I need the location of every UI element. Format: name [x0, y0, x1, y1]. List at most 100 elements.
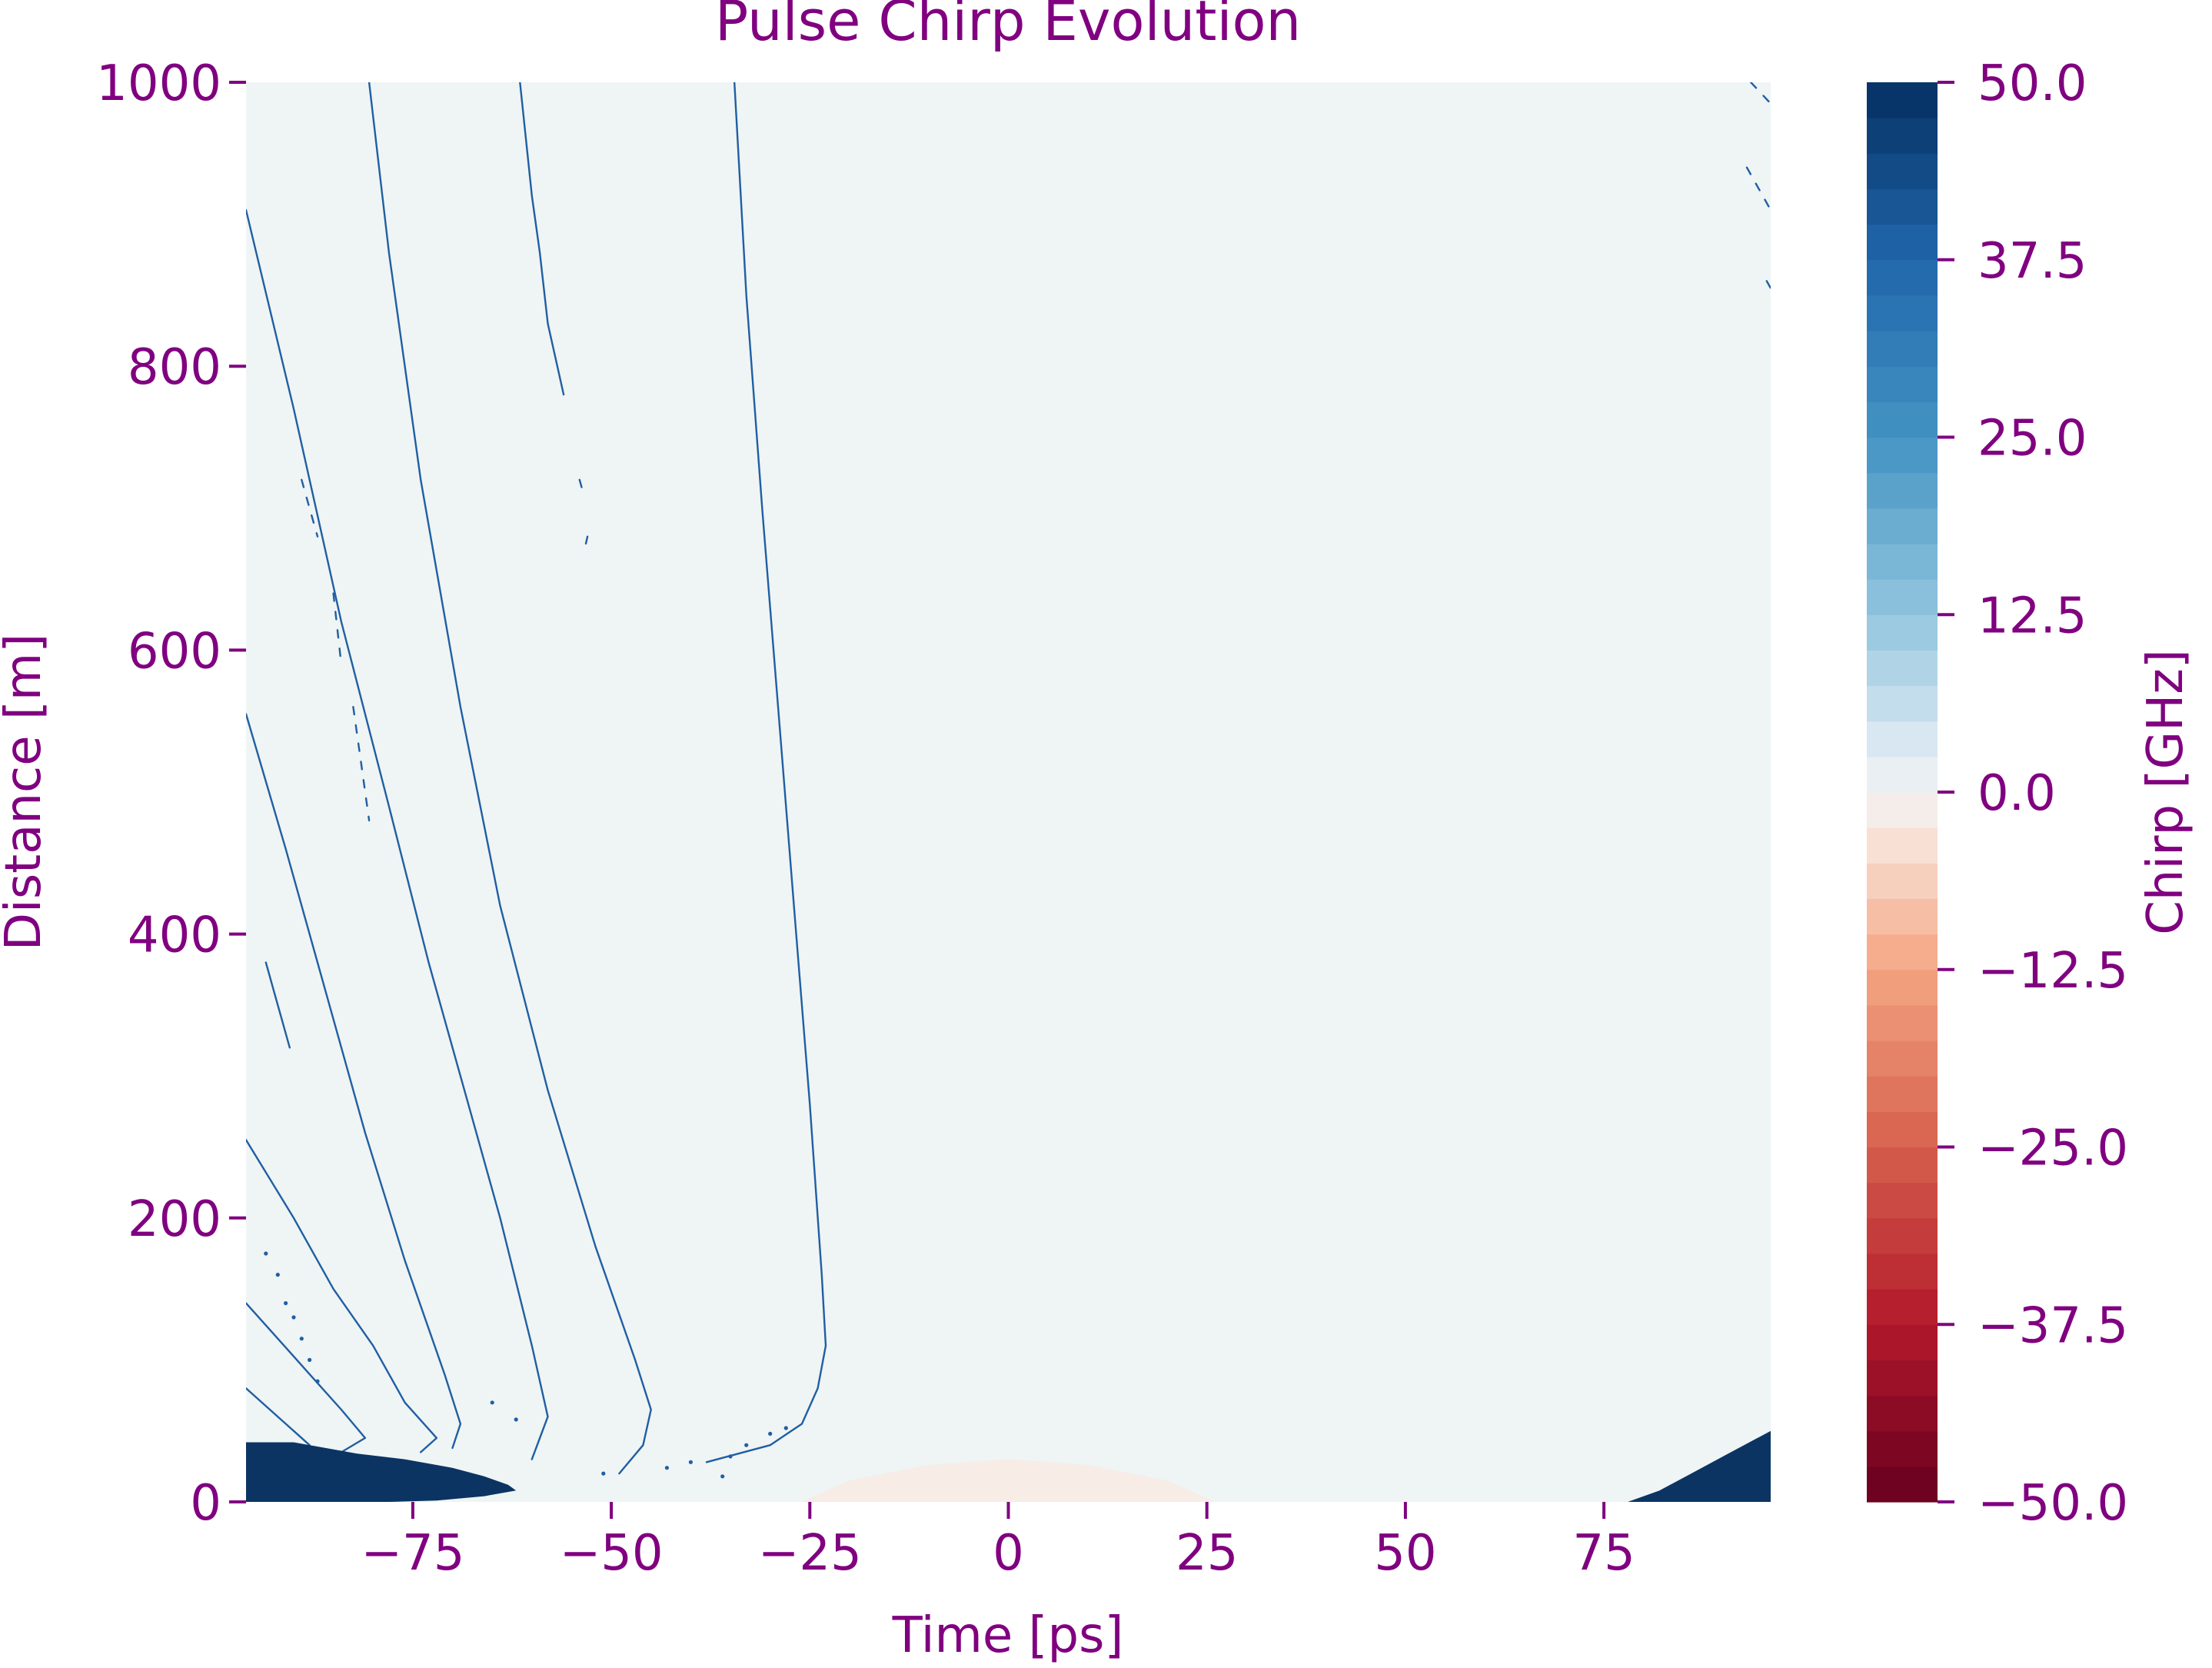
y-tick-label-5: 1000	[96, 55, 221, 112]
axes: −75 −50 −25 0 25 50 75 0 200 400 600 800 1000	[96, 55, 1635, 1582]
colorbar-level-40	[1867, 82, 1938, 118]
y-axis-label: Distance [m]	[0, 634, 52, 951]
chirp-dot-12	[728, 1454, 733, 1459]
dash-mid-1	[578, 478, 585, 495]
ridge-2	[368, 82, 652, 1475]
dash-left-3	[352, 706, 371, 822]
colorbar-level-38	[1867, 153, 1938, 190]
colorbar-level-23	[1867, 685, 1938, 722]
weak-negative-dome	[802, 1459, 1215, 1502]
colorbar-tick-label-3: 12.5	[1977, 588, 2087, 644]
ridge-1	[246, 208, 549, 1460]
colorbar-level-11	[1867, 1111, 1938, 1148]
chirp-dot-17	[664, 1466, 670, 1470]
chirp-dot-11	[688, 1460, 694, 1464]
colorbar-tick-label-6: −25.0	[1977, 1120, 2128, 1177]
chirp-dot-16	[720, 1474, 725, 1479]
colorbar-level-12	[1867, 1076, 1938, 1112]
colorbar-level-34	[1867, 295, 1938, 331]
chirp-dot-15	[783, 1426, 788, 1430]
chirp-dot-14	[768, 1431, 773, 1436]
colorbar-level-26	[1867, 579, 1938, 615]
colorbar-tick-label-4: 0.0	[1977, 765, 2056, 822]
dash-right-1	[1749, 82, 1771, 105]
colorbar-level-30	[1867, 437, 1938, 474]
ridge-9	[264, 961, 291, 1049]
colorbar: 50.0 37.5 25.0 12.5 0.0 −12.5 −25.0 −37.5 −50.0	[1867, 55, 2128, 1532]
colorbar-tick-label-1: 37.5	[1977, 233, 2087, 290]
colorbar-level-17	[1867, 898, 1938, 935]
blob-bottom-right	[1628, 1430, 1771, 1502]
colorbar-level-19	[1867, 827, 1938, 864]
dash-right-3	[1765, 280, 1771, 289]
colorbar-tick-label-8: −50.0	[1977, 1475, 2128, 1532]
colorbar-level-13	[1867, 1040, 1938, 1077]
heatmap-layer	[246, 82, 1771, 1502]
ridge-4	[246, 713, 462, 1450]
ridge-5	[246, 1139, 438, 1453]
colorbar-level-22	[1867, 721, 1938, 757]
chirp-dot-7	[315, 1379, 320, 1383]
x-axis-label: Time [ps]	[892, 1607, 1124, 1664]
x-tick-label-6: 75	[1572, 1525, 1635, 1582]
colorbar-level-27	[1867, 543, 1938, 580]
chirp-dot-6	[308, 1357, 312, 1362]
chirp-dot-4	[291, 1315, 296, 1320]
colorbar-tick-label-0: 50.0	[1977, 55, 2087, 112]
colorbar-level-4	[1867, 1360, 1938, 1397]
colorbar-level-3	[1867, 1395, 1938, 1432]
x-tick-label-4: 25	[1176, 1525, 1238, 1582]
chirp-dot-13	[744, 1443, 749, 1447]
colorbar-level-39	[1867, 118, 1938, 154]
colorbar-level-15	[1867, 969, 1938, 1006]
y-tick-label-3: 600	[128, 623, 221, 680]
blob-bottom-left	[246, 1442, 517, 1502]
x-tick-label-1: −50	[560, 1525, 664, 1582]
ridge-8	[246, 1387, 311, 1447]
ridge-7	[519, 82, 565, 396]
colorbar-tick-label-2: 25.0	[1977, 411, 2087, 468]
colorbar-level-33	[1867, 331, 1938, 367]
x-tick-label-2: −25	[758, 1525, 862, 1582]
colorbar-level-2	[1867, 1430, 1938, 1467]
x-tick-label-3: 0	[993, 1525, 1024, 1582]
colorbar-level-37	[1867, 188, 1938, 225]
dash-right-2	[1745, 166, 1771, 211]
chirp-dot-9	[514, 1417, 518, 1422]
colorbar-level-28	[1867, 508, 1938, 544]
colorbar-level-14	[1867, 1004, 1938, 1041]
y-tick-label-1: 200	[128, 1191, 221, 1248]
colorbar-tick-label-5: −12.5	[1977, 943, 2128, 1000]
colorbar-level-21	[1867, 756, 1938, 793]
chirp-dot-1	[264, 1251, 268, 1256]
plot-area	[246, 82, 1771, 1502]
colorbar-level-9	[1867, 1182, 1938, 1219]
colorbar-level-7	[1867, 1253, 1938, 1290]
colorbar-level-8	[1867, 1217, 1938, 1254]
y-tick-label-2: 400	[128, 907, 221, 964]
colorbar-level-18	[1867, 863, 1938, 900]
colorbar-level-36	[1867, 224, 1938, 261]
y-tick-label-4: 800	[128, 339, 221, 396]
y-tick-label-0: 0	[190, 1475, 221, 1532]
colorbar-level-20	[1867, 792, 1938, 828]
colorbar-level-29	[1867, 472, 1938, 509]
chirp-dot-5	[299, 1337, 304, 1341]
ridge-3	[705, 82, 827, 1463]
colorbar-level-1	[1867, 1466, 1938, 1503]
colorbar-level-24	[1867, 650, 1938, 687]
colorbar-level-31	[1867, 401, 1938, 438]
colorbar-level-6	[1867, 1289, 1938, 1325]
dash-mid-2	[584, 535, 589, 545]
colorbar-level-16	[1867, 934, 1938, 971]
chirp-dot-3	[284, 1301, 288, 1306]
colorbar-level-25	[1867, 614, 1938, 651]
heatmap-background	[246, 82, 1771, 1502]
colorbar-level-5	[1867, 1324, 1938, 1360]
colorbar-level-10	[1867, 1147, 1938, 1184]
ridge-6	[246, 1302, 367, 1453]
colorbar-label: Chirp [GHz]	[2137, 649, 2194, 935]
